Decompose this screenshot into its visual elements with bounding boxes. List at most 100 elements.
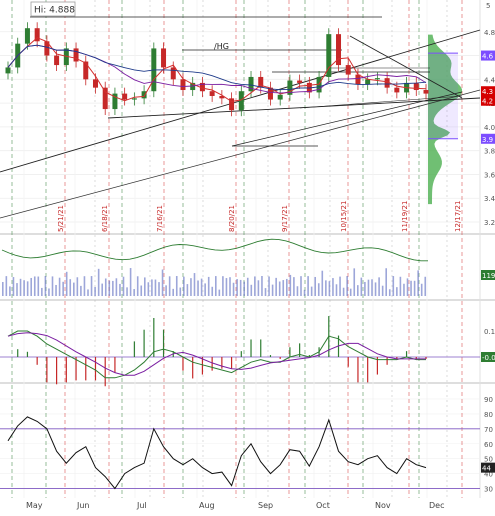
volume-bar [23, 280, 25, 296]
volume-bar [207, 276, 210, 296]
price-badge-label: 4.6 [482, 53, 494, 61]
candle-body [102, 87, 108, 110]
volume-bar [396, 287, 398, 296]
candle-body [355, 74, 361, 85]
rsi-tick-label: 60 [484, 441, 493, 449]
volume-bar [44, 276, 47, 296]
volume-bar [2, 282, 4, 296]
volume-bar [104, 278, 107, 296]
volume-bar [147, 282, 150, 296]
volume-bar [399, 276, 402, 296]
volume-bar [271, 284, 274, 296]
candle-body [267, 87, 273, 100]
high-label-box [30, 1, 76, 17]
event-date-label: 11/19/21 [401, 201, 409, 232]
volume-bar [48, 288, 50, 296]
price-tick-label: 3.4 [484, 195, 495, 203]
volume-bar [371, 279, 373, 296]
macd-panel[interactable] [0, 302, 480, 380]
volume-bar [264, 288, 267, 296]
volume-bar [346, 276, 348, 296]
volume-bar [282, 280, 285, 296]
candle-body [170, 67, 176, 80]
volume-bar [229, 277, 231, 296]
candle-body [287, 80, 293, 95]
volume-bar [335, 284, 338, 296]
volume-bar [172, 288, 174, 296]
volume-bar [140, 285, 143, 296]
moving-average-red [7, 37, 427, 103]
trendline [107, 97, 481, 119]
volume-bar [307, 276, 309, 296]
candle-body [199, 82, 205, 92]
volume-bar [388, 289, 391, 296]
volume-bar [420, 283, 423, 296]
macd-signal-line [7, 332, 426, 376]
candle-body [83, 61, 89, 80]
volume-bar [243, 281, 245, 296]
volume-bar [58, 277, 61, 296]
candle-body [44, 41, 50, 56]
volume-bar [218, 289, 221, 296]
rsi-tick-label: 90 [484, 396, 493, 404]
candle-body [73, 48, 79, 62]
rsi-tick-label: 70 [484, 426, 493, 434]
volume-bar [410, 280, 412, 296]
volume-bar [310, 286, 313, 296]
value-area-band [428, 53, 458, 139]
event-date-label: 6/18/21 [101, 205, 109, 232]
volume-bar [12, 277, 15, 296]
volume-bar [151, 279, 153, 296]
macd-tick-label: 0.1 [484, 328, 495, 336]
volume-bar [119, 283, 121, 296]
event-date-label: 9/17/21 [281, 205, 289, 232]
event-date-label: 10/15/21 [340, 201, 348, 232]
candle-body [229, 98, 235, 111]
volume-bar [239, 279, 242, 296]
volume-bar [293, 277, 295, 296]
volume-bar [41, 287, 43, 296]
volume-bar [300, 276, 302, 296]
candle-body [122, 93, 128, 100]
symbol-note: /HG [214, 42, 229, 51]
candle-body [413, 82, 419, 91]
volume-bar [374, 282, 377, 296]
candle-body [219, 95, 225, 99]
price-badge [481, 86, 495, 97]
volume-bar [353, 268, 356, 296]
volume-bar [417, 270, 419, 296]
candle-body [5, 67, 11, 74]
volume-bar [278, 281, 281, 296]
price-panel[interactable] [0, 0, 480, 232]
rsi-panel[interactable] [0, 386, 480, 498]
volume-bar [83, 276, 86, 296]
price-badge-label: 3.9 [482, 136, 493, 144]
candle-body [423, 90, 429, 94]
volume-profile-area [428, 34, 463, 205]
volume-bar [225, 278, 228, 296]
month-label: Aug [199, 501, 215, 510]
candle-body [336, 34, 342, 66]
volume-average-line [1, 238, 428, 262]
volume-bar [317, 283, 320, 296]
volume-bar [321, 270, 324, 296]
volume-bar [26, 281, 29, 296]
rsi-tick-label: 40 [484, 471, 493, 479]
volume-bar [303, 289, 306, 296]
volume-bar [296, 286, 299, 296]
volume-bar [403, 283, 405, 296]
rsi-tick-label: 50 [484, 456, 493, 464]
month-label: May [26, 501, 43, 510]
volume-bar [261, 276, 263, 296]
candle-body [394, 87, 400, 93]
candle-body [297, 80, 303, 83]
volume-bar [9, 286, 11, 296]
volume-bar [37, 276, 40, 296]
rsi-badge [481, 462, 495, 473]
volume-bar [250, 284, 253, 296]
candle-body [384, 78, 390, 88]
price-badge [481, 133, 495, 144]
price-tick-label: 4.0 [484, 124, 495, 132]
